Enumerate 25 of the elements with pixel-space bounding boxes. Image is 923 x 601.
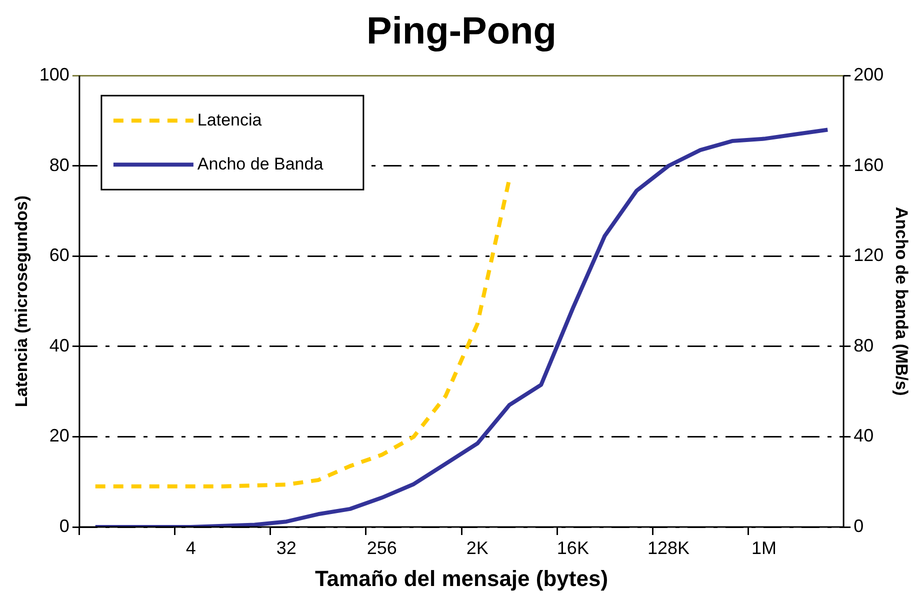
y-axis-title: Latencia (microsegundos): [12, 195, 31, 408]
x-tick-label: 2K: [466, 538, 488, 558]
x-tick-label: 1M: [751, 538, 776, 558]
legend-label: Latencia: [197, 110, 262, 130]
x-tick-label: 16K: [556, 538, 589, 558]
x-tick-label: 32: [276, 538, 296, 558]
y-tick-label: 100: [39, 64, 70, 85]
x-tick-label: 128K: [647, 538, 690, 558]
y-tick-label: 20: [49, 426, 70, 446]
x-tick-label: 256: [366, 538, 397, 558]
x-axis-title: Tamaño del mensaje (bytes): [314, 566, 608, 591]
legend-label: Ancho de Banda: [197, 154, 324, 174]
y2-tick-label: 80: [854, 335, 874, 356]
y2-tick-label: 120: [854, 245, 884, 266]
y-tick-label: 60: [49, 245, 70, 266]
y2-axis-title: Ancho de banda (MB/s): [892, 206, 912, 396]
y2-tick-label: 200: [854, 64, 884, 85]
chart-title: Ping-Pong: [366, 10, 556, 52]
y2-tick-label: 40: [854, 426, 874, 446]
y-tick-label: 80: [49, 154, 70, 175]
y2-tick-label: 0: [854, 516, 864, 536]
y-tick-label: 0: [59, 516, 70, 536]
y2-tick-label: 160: [854, 154, 884, 175]
y-tick-label: 40: [49, 335, 70, 356]
x-tick-label: 4: [186, 538, 196, 558]
